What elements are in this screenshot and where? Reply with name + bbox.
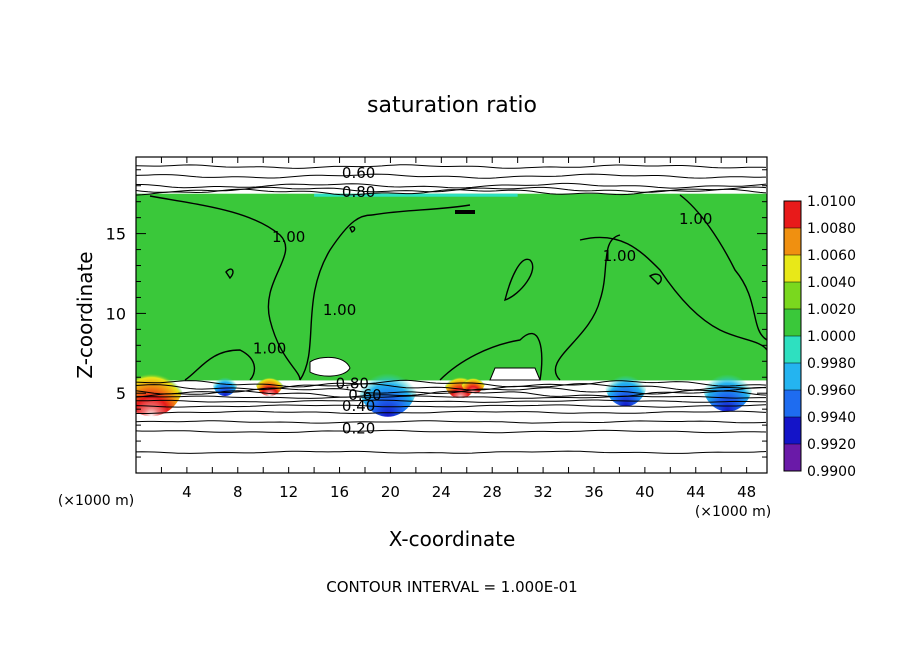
x-tick-label: 40 [635,483,654,501]
white-patch [489,367,541,381]
white-patch-2 [309,356,351,377]
dry-patch [455,210,475,214]
y-tick-label: 10 [106,304,126,323]
contour-upper-1 [136,173,767,179]
contour-lines [136,164,767,454]
contour-label-2: 1.00 [272,228,305,246]
contour-lower-3 [136,390,767,398]
colorbar-label: 1.0100 [807,194,856,210]
colorbar-label: 1.0060 [807,248,856,264]
cool-anomaly-1 [604,354,648,407]
contour-one-7 [439,332,543,381]
contour-label-0: 0.60 [342,164,375,182]
colorbar-label: 1.0000 [807,329,856,345]
warm-anomaly-3 [255,364,284,397]
colorbar-swatch [784,228,801,255]
colorbar-label: 0.9960 [807,383,856,399]
colorbar-label: 1.0020 [807,302,856,318]
contour-lower-6 [136,404,767,408]
contour-label-7: 0.80 [336,375,369,393]
top-edge-band [314,193,518,197]
contour-interval-note: CONTOUR INTERVAL = 1.000E-01 [326,578,577,596]
x-tick-label: 48 [737,483,756,501]
x-tick-label: 32 [534,483,553,501]
contour-one-10 [648,273,662,285]
warm-anomaly-0 [136,344,184,417]
contour-upper-2 [136,182,767,189]
x-tick-label: 36 [584,483,603,501]
x-tick-label: 28 [483,483,502,501]
colorbar-label: 0.9900 [807,464,856,480]
y-tick-label: 5 [116,384,126,403]
contour-upper-0 [136,164,767,169]
warm-anomaly-2 [460,367,486,394]
x-tick-label: 8 [233,483,243,501]
contour-one-6 [504,258,534,302]
y-tick-label: 15 [106,225,126,244]
field-fill [136,193,767,381]
x-axis: 4 8 12 16 20 24 28 32 36 40 44 48 [160,157,756,501]
contour-one-11 [349,225,356,233]
contour-one-9 [225,268,234,280]
contour-label-3: 1.00 [603,247,636,265]
colorbar-swatch [784,255,801,282]
contour-one-8 [184,349,256,381]
colorbar-label: 0.9980 [807,356,856,372]
contour-lower-5 [136,399,766,403]
contour-lower-9 [136,429,767,434]
x-tick-label: 12 [279,483,298,501]
contour-label-5: 1.00 [323,301,356,319]
colorbar-swatch [784,444,801,471]
chart-title: saturation ratio [367,93,537,118]
contour-labels: 0.600.801.001.001.001.001.000.800.600.40… [253,164,713,437]
colorbar-label: 0.9940 [807,410,856,426]
cool-anomaly-2 [701,349,754,412]
x-axis-title: X-coordinate [389,527,516,551]
colorbar-swatch [784,336,801,363]
x-tick-label: 20 [381,483,400,501]
contour-one-0 [149,195,301,381]
field [136,193,767,417]
contour-upper-4 [136,188,767,196]
y-unit-label: (×1000 m) [58,493,134,509]
contour-label-9: 0.40 [342,397,375,415]
colorbar-swatch [784,309,801,336]
colorbar: 0.9900 0.9920 0.9940 0.9960 0.9980 1.0000 1.00… [783,194,856,480]
contour-one-2 [371,204,471,216]
contour-one-5 [679,194,767,341]
colorbar-swatch [784,282,801,309]
colorbar-label: 0.9920 [807,437,856,453]
plot-frame [135,156,768,474]
colorbar-swatch [784,390,801,417]
x-tick-label: 16 [330,483,349,501]
contour-lower-2 [136,386,767,395]
contour-label-1: 0.80 [342,183,375,201]
contour-lower-4 [136,395,766,399]
colorbar-label: 1.0040 [807,275,856,291]
y-axis: 5 10 15 [106,169,767,458]
x-tick-label: 24 [432,483,451,501]
contour-label-4: 1.00 [679,210,712,228]
contour-one-1 [299,214,373,381]
colorbar-swatch [784,201,801,228]
contour-lower-1 [136,383,767,391]
contour-one-3 [579,236,767,351]
x-tick-label: 44 [686,483,705,501]
y-axis-title: Z-coordinate [73,251,97,378]
colorbar-label: 1.0080 [807,221,856,237]
colorbar-swatch [784,363,801,390]
contour-one-4 [554,234,621,381]
contour-label-8: 0.60 [348,386,381,404]
contour-lower-0 [136,379,767,388]
x-unit-label: (×1000 m) [695,504,771,520]
contour-lower-10 [136,450,767,454]
contour-label-10: 0.20 [342,419,375,437]
colorbar-swatch [784,417,801,444]
contour-lower-8 [136,420,767,424]
contour-label-6: 1.00 [253,340,286,358]
contour-lower-7 [136,410,767,414]
x-tick-label: 4 [182,483,192,501]
cool-anomaly-0 [357,344,419,417]
